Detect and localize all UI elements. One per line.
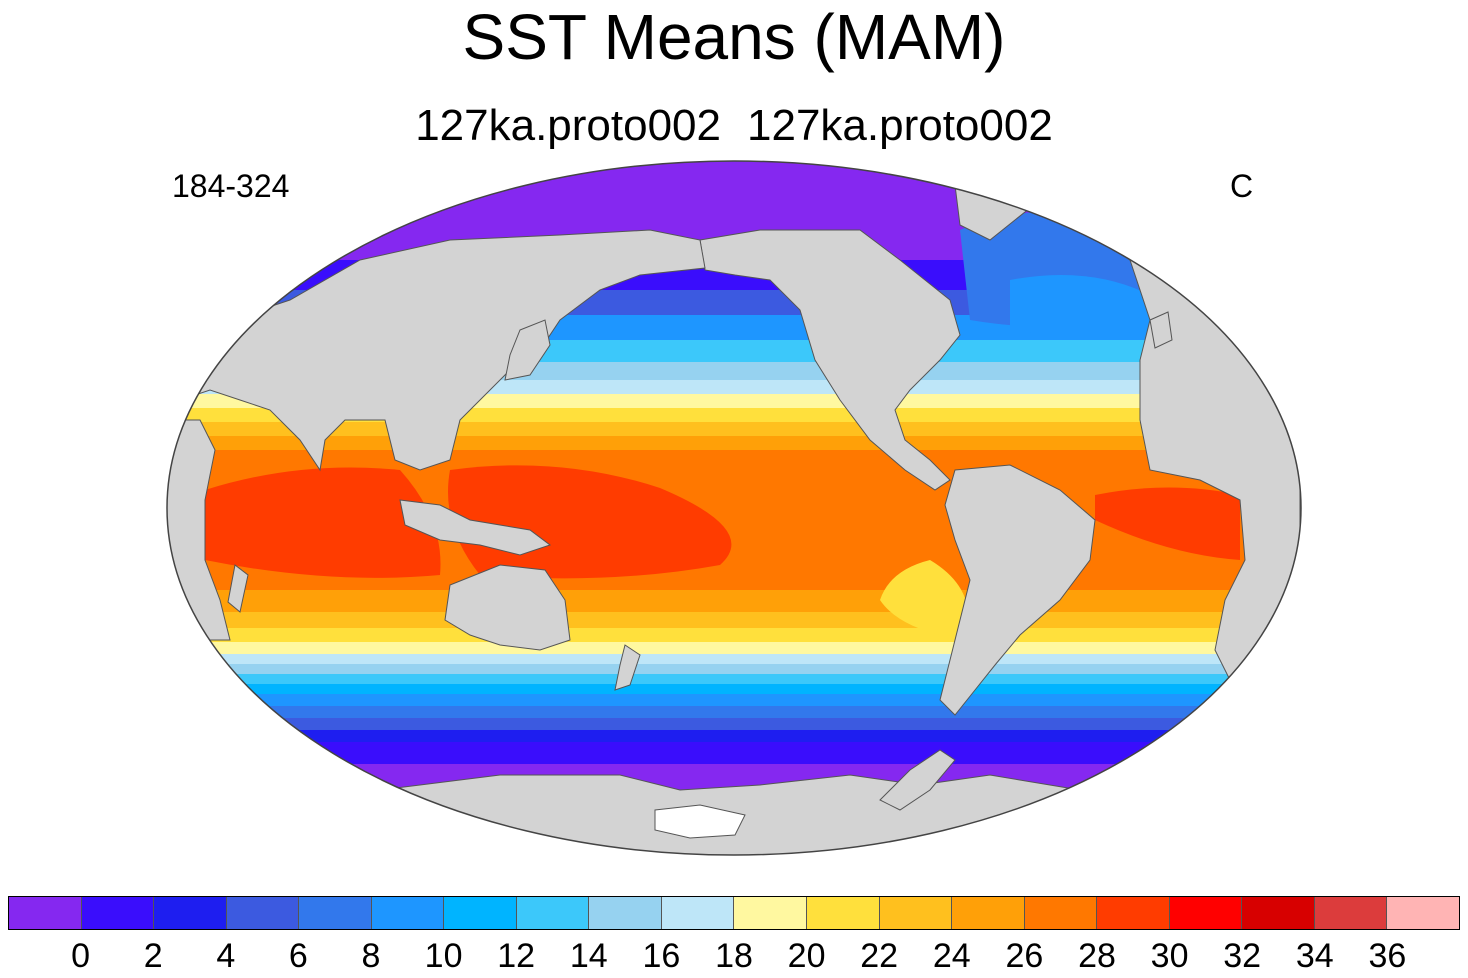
colorbar-swatch — [589, 897, 662, 929]
colorbar-label: 22 — [860, 937, 899, 975]
colorbar-label: 0 — [71, 937, 91, 975]
sst-band-8s — [167, 706, 1301, 718]
sst-band-26 — [167, 436, 1301, 450]
map-subtitle: 127ka.proto002 127ka.proto002 — [0, 100, 1468, 152]
colorbar-swatch — [734, 897, 808, 929]
land-new-zealand — [614, 644, 641, 691]
sst-band-14s — [167, 674, 1301, 684]
colorbar-label: 6 — [288, 937, 308, 975]
colorbar-swatch — [444, 897, 517, 929]
colorbar-swatch — [661, 897, 735, 929]
map-title: SST Means (MAM) — [462, 1, 1006, 73]
colorbar-swatch — [879, 897, 953, 929]
colorbar-swatch — [299, 897, 372, 929]
colorbar-swatch — [1387, 897, 1459, 929]
warm-pool-indian-ocean — [205, 467, 441, 578]
colorbar-label: 28 — [1078, 937, 1116, 975]
north-atlantic-mid — [1010, 275, 1150, 335]
colorbar-label: 12 — [497, 937, 536, 975]
land-japan — [504, 319, 551, 381]
sst-band-6s — [167, 718, 1301, 730]
sst-band-26s — [167, 590, 1301, 612]
colorbar-swatch — [81, 897, 155, 929]
cool-tongue-peru — [880, 560, 969, 640]
colorbar-label: 32 — [1223, 937, 1262, 975]
colorbar-swatch — [226, 897, 300, 929]
colorbar-label: 14 — [569, 937, 608, 975]
colorbar-swatch — [807, 897, 880, 929]
colorbar-swatch — [952, 897, 1025, 929]
sst-band-16s — [167, 664, 1301, 674]
land-north-america — [699, 229, 961, 491]
colorbar-swatch — [516, 897, 590, 929]
sst-band-18s — [167, 654, 1301, 664]
ice-shelf-ross — [654, 804, 746, 839]
colorbar-swatch — [1242, 897, 1315, 929]
sst-band-22s — [167, 628, 1301, 642]
land-antarctic-peninsula — [879, 749, 956, 811]
sst-band-10s — [167, 694, 1301, 706]
sst-band-12s — [167, 684, 1301, 694]
colorbar-swatch — [1169, 897, 1243, 929]
sst-band-20s — [167, 642, 1301, 654]
colorbar-label: 16 — [642, 937, 681, 975]
land-madagascar — [227, 564, 249, 613]
colorbar — [8, 896, 1460, 930]
sst-band-24s — [167, 612, 1301, 628]
colorbar-swatch — [154, 897, 227, 929]
colorbar-label: 4 — [216, 937, 236, 975]
subtitle-left: 127ka.proto002 — [415, 101, 721, 150]
colorbar-swatch — [9, 897, 82, 929]
colorbar-label: 26 — [1005, 937, 1044, 975]
colorbar-label: 36 — [1368, 937, 1407, 975]
sst-band-2s — [167, 742, 1301, 764]
colorbar-label: 20 — [787, 937, 826, 975]
colorbar-swatch — [1024, 897, 1098, 929]
colorbar-swatch — [1314, 897, 1388, 929]
colorbar-labels: 0 2 4 6 8 10 12 14 16 18 20 22 24 26 28 30 32 34 36 — [0, 936, 1468, 976]
globe-outline — [166, 160, 1302, 856]
land-indonesia — [399, 499, 552, 556]
colorbar-swatch — [371, 897, 445, 929]
colorbar-label: 30 — [1150, 937, 1189, 975]
land-australia — [444, 564, 571, 651]
time-range-label: 184-324 — [172, 168, 290, 204]
colorbar-label: 10 — [424, 937, 463, 975]
land-uk — [1149, 311, 1173, 349]
warm-pool-atlantic — [1095, 487, 1240, 560]
land-south-america — [939, 464, 1096, 716]
subtitle-right: 127ka.proto002 — [747, 101, 1053, 150]
colorbar-label: 8 — [361, 937, 381, 975]
colorbar-label: 2 — [143, 937, 163, 975]
colorbar-label: 24 — [932, 937, 971, 975]
land-eurasia — [169, 229, 706, 472]
units-label: C — [1230, 168, 1254, 204]
sst-band-4s — [167, 730, 1301, 742]
colorbar-label: 34 — [1295, 937, 1334, 975]
colorbar-swatch — [1097, 897, 1170, 929]
colorbar-label: 18 — [715, 937, 753, 975]
